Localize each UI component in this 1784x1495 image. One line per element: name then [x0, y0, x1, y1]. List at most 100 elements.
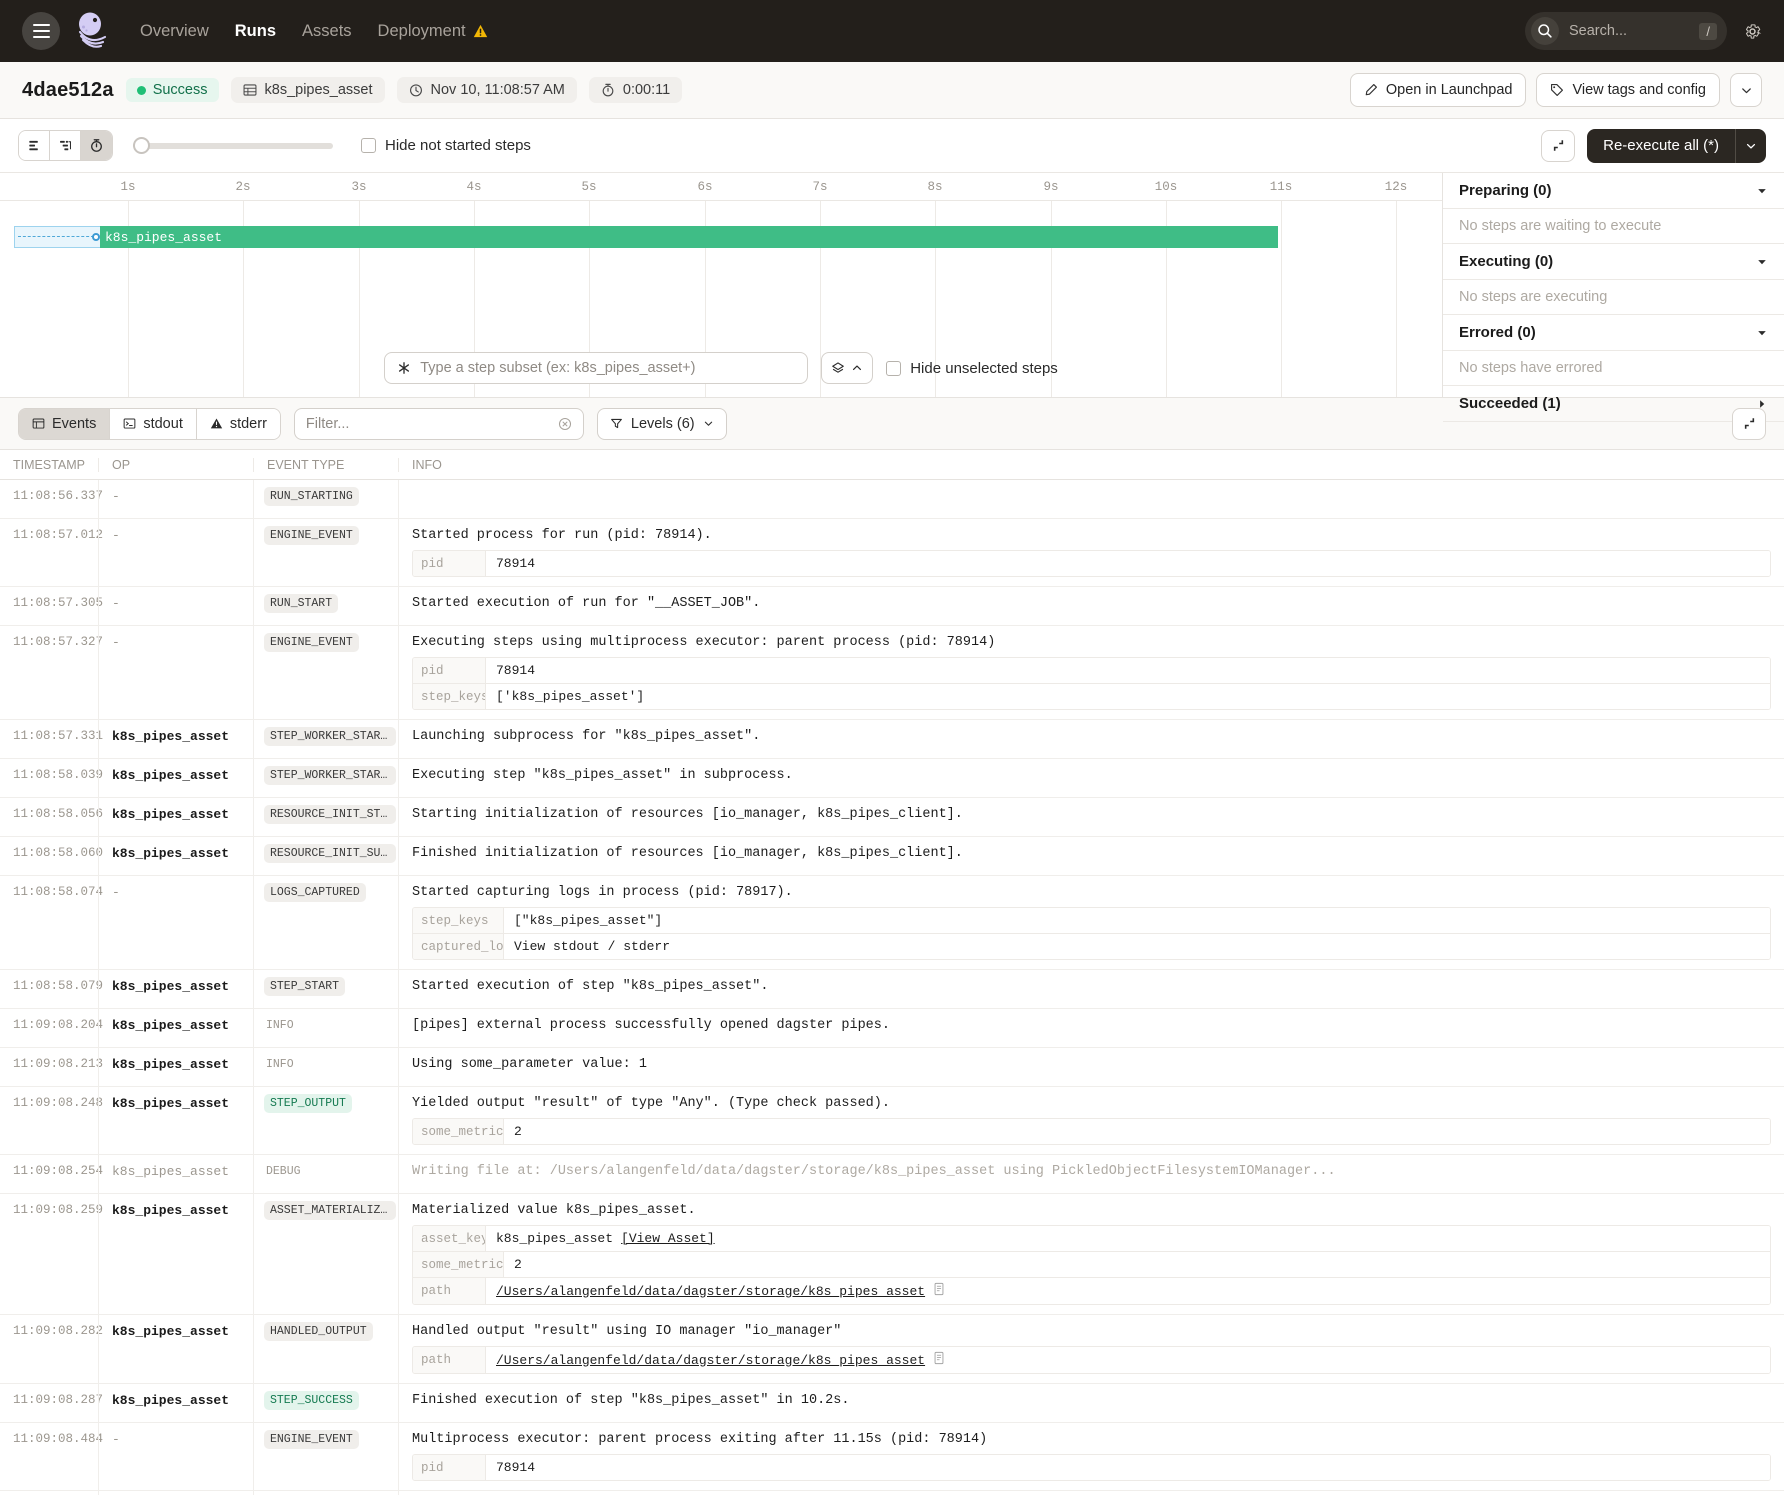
- table-row[interactable]: 11:09:08.282 k8s_pipes_asset HANDLED_OUTPU…: [0, 1315, 1784, 1384]
- clear-filter-icon[interactable]: [558, 417, 572, 431]
- logs-filter-input[interactable]: Filter...: [293, 407, 584, 440]
- tab-stdout[interactable]: stdout: [110, 408, 197, 439]
- copy-icon[interactable]: [933, 1351, 945, 1369]
- row-timestamp: 11:09:08.287: [13, 1393, 104, 1407]
- view-tags-and-config-button[interactable]: View tags and config: [1536, 73, 1720, 107]
- nav-right-group: Search... /: [1525, 12, 1762, 50]
- nav-link-deployment[interactable]: Deployment: [378, 22, 488, 41]
- table-row[interactable]: 11:09:08.287 k8s_pipes_asset STEP_SUCCESS F…: [0, 1384, 1784, 1423]
- row-op: k8s_pipes_asset: [98, 798, 253, 836]
- table-row[interactable]: 11:08:57.327- ENGINE_EVENT Executing steps…: [0, 626, 1784, 720]
- table-row[interactable]: 11:08:58.074- LOGS_CAPTURED Started captur…: [0, 876, 1784, 970]
- row-timestamp: 11:08:58.039: [13, 768, 104, 782]
- grid-line: [474, 201, 475, 397]
- global-search-input[interactable]: Search... /: [1525, 12, 1727, 50]
- row-event-type: RESOURCE_INIT_SUCC…: [253, 837, 398, 875]
- grid-line: [1051, 201, 1052, 397]
- status-badge: Success: [125, 78, 219, 102]
- table-row[interactable]: 11:09:08.259 k8s_pipes_asset ASSET_MATERIA…: [0, 1194, 1784, 1315]
- step-status-section-succeeded[interactable]: Succeeded (1): [1443, 386, 1784, 422]
- path-link[interactable]: /Users/alangenfeld/data/dagster/storage/…: [496, 1283, 926, 1299]
- section-title: Errored (0): [1459, 324, 1536, 341]
- gantt-time-axis: 1s 2s 3s 4s 5s 6s 7s 8s 9s 10s 11s 12s: [0, 173, 1442, 201]
- table-row[interactable]: 11:08:56.337- RUN_STARTING: [0, 480, 1784, 519]
- expand-logs-button[interactable]: [1732, 407, 1766, 440]
- axis-tick: 11s: [1269, 180, 1293, 194]
- table-row[interactable]: 11:09:08.254 k8s_pipes_asset DEBUG Writing …: [0, 1155, 1784, 1194]
- table-row[interactable]: 11:08:57.305- RUN_START Started execution …: [0, 587, 1784, 626]
- tab-stderr[interactable]: stderr: [196, 408, 280, 439]
- step-subset-input[interactable]: Type a step subset (ex: k8s_pipes_asset+…: [384, 352, 809, 384]
- gantt-zoom-slider[interactable]: [133, 137, 333, 154]
- column-header-op: OP: [98, 457, 253, 472]
- settings-gear-icon[interactable]: [1743, 22, 1762, 41]
- row-event-type: STEP_SUCCESS: [253, 1384, 398, 1422]
- copy-icon[interactable]: [933, 1282, 945, 1300]
- step-bar-k8s-pipes-asset[interactable]: k8s_pipes_asset: [100, 226, 1278, 248]
- row-timestamp: 11:08:58.060: [13, 846, 104, 860]
- step-subset-placeholder: Type a step subset (ex: k8s_pipes_asset+…: [420, 360, 696, 376]
- table-row[interactable]: 11:08:58.060 k8s_pipes_asset RESOURCE_INIT…: [0, 837, 1784, 876]
- expand-gantt-button[interactable]: [1541, 129, 1576, 162]
- path-link[interactable]: /Users/alangenfeld/data/dagster/storage/…: [496, 1352, 926, 1368]
- grid-line: [128, 201, 129, 397]
- table-row[interactable]: 11:09:08.204 k8s_pipes_asset INFO [pipes] e…: [0, 1009, 1784, 1048]
- metadata-key: step_keys: [421, 689, 489, 704]
- step-wait-dash: [18, 236, 94, 237]
- nav-link-overview[interactable]: Overview: [140, 22, 209, 41]
- info-message: Handled output "result" using IO manager…: [412, 1324, 842, 1339]
- open-in-launchpad-button[interactable]: Open in Launchpad: [1349, 73, 1527, 107]
- step-status-section-errored[interactable]: Errored (0): [1443, 315, 1784, 351]
- table-row[interactable]: 11:09:08.213 k8s_pipes_asset INFO Using som…: [0, 1048, 1784, 1087]
- table-row[interactable]: 11:08:58.056 k8s_pipes_asset RESOURCE_INIT…: [0, 798, 1784, 837]
- event-type-badge: HANDLED_OUTPUT: [264, 1322, 373, 1341]
- row-op: k8s_pipes_asset: [98, 1194, 253, 1314]
- view-mode-flat-icon[interactable]: [19, 131, 50, 160]
- view-asset-link[interactable]: [View Asset]: [621, 1231, 715, 1246]
- duration-chip[interactable]: 0:00:11: [588, 77, 683, 103]
- event-type-badge: ENGINE_EVENT: [264, 1430, 359, 1449]
- row-event-type: RESOURCE_INIT_STAR…: [253, 798, 398, 836]
- table-row[interactable]: 11:08:57.331 k8s_pipes_asset STEP_WORKER_S…: [0, 720, 1784, 759]
- hamburger-menu-icon[interactable]: [22, 12, 60, 50]
- row-info: Started capturing logs in process (pid: …: [398, 876, 1784, 969]
- axis-tick: 2s: [235, 180, 251, 194]
- dagster-logo[interactable]: [70, 11, 114, 51]
- table-row[interactable]: 11:08:57.012- ENGINE_EVENT Started process…: [0, 519, 1784, 587]
- info-message: Started execution of step "k8s_pipes_ass…: [412, 979, 769, 994]
- event-type-badge: STEP_SUCCESS: [264, 1391, 359, 1410]
- view-mode-timing-icon[interactable]: [81, 131, 112, 160]
- run-more-actions-button[interactable]: [1730, 73, 1762, 107]
- view-tags-label: View tags and config: [1572, 82, 1706, 98]
- started-at: Nov 10, 11:08:57 AM: [430, 82, 565, 98]
- nav-link-runs[interactable]: Runs: [235, 22, 276, 41]
- levels-filter-button[interactable]: Levels (6): [596, 407, 727, 440]
- table-row[interactable]: 11:08:58.079 k8s_pipes_asset STEP_START Sta…: [0, 970, 1784, 1009]
- started-at-chip[interactable]: Nov 10, 11:08:57 AM: [396, 77, 577, 103]
- job-name-chip[interactable]: k8s_pipes_asset: [230, 77, 385, 103]
- slider-track: [133, 142, 333, 149]
- hide-unselected-steps-checkbox[interactable]: Hide unselected steps: [886, 360, 1058, 377]
- event-type-badge: INFO: [266, 1019, 294, 1032]
- table-row[interactable]: 11:09:08.484- ENGINE_EVENT Multiprocess ex…: [0, 1423, 1784, 1491]
- metadata-key: some_metric: [421, 1257, 504, 1272]
- grid-line: [1396, 201, 1397, 397]
- re-execute-all-button[interactable]: Re-execute all (*): [1587, 128, 1766, 163]
- gantt-layers-button[interactable]: [821, 352, 874, 384]
- re-execute-dropdown-icon[interactable]: [1736, 140, 1766, 152]
- gantt-toolbar: Hide not started steps Re-execute all (*…: [0, 119, 1784, 173]
- step-status-section-executing[interactable]: Executing (0): [1443, 244, 1784, 280]
- tab-events[interactable]: Events: [19, 408, 111, 439]
- hide-not-started-steps-checkbox[interactable]: Hide not started steps: [361, 137, 531, 154]
- table-row[interactable]: 11:08:58.039 k8s_pipes_asset STEP_WORKER_S…: [0, 759, 1784, 798]
- table-row[interactable]: 11:09:08.248 k8s_pipes_asset STEP_OUTPUT Yi…: [0, 1087, 1784, 1155]
- nav-link-assets[interactable]: Assets: [302, 22, 352, 41]
- metadata-value-text: 2: [514, 1257, 522, 1272]
- metadata-table: path/Users/alangenfeld/data/dagster/stor…: [412, 1346, 1771, 1374]
- view-mode-waterfall-icon[interactable]: [50, 131, 81, 160]
- metadata-value: View stdout / stderr: [503, 934, 1770, 959]
- step-status-section-preparing[interactable]: Preparing (0): [1443, 173, 1784, 209]
- slider-knob[interactable]: [133, 137, 150, 154]
- layers-icon: [832, 362, 845, 373]
